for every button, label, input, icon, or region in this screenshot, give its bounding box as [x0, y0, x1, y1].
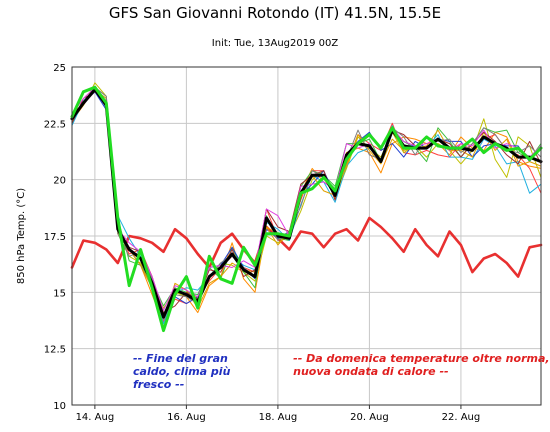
annotation-text: -- Da domenica temperature oltre norma, n… — [293, 352, 549, 378]
series-member-line — [71, 86, 542, 311]
y-axis-label: 850 hPa Temp. (°C) — [16, 188, 27, 284]
x-tick-label: 14. Aug — [76, 412, 115, 423]
y-tick-label: 25 — [53, 63, 66, 74]
y-tick-label: 12.5 — [44, 345, 66, 356]
series-member-line — [71, 89, 542, 325]
x-tick-label: 20. Aug — [350, 412, 389, 423]
series-member-line — [71, 91, 542, 323]
chart-subtitle: Init: Tue, 13Aug2019 00Z — [212, 38, 339, 49]
x-ticks: 14. Aug 16. Aug 18. Aug 20. Aug 22. Aug — [76, 405, 481, 423]
x-tick-label: 18. Aug — [259, 412, 298, 423]
x-tick-label: 22. Aug — [442, 412, 481, 423]
y-ticks: 10 12.5 15 17.5 20 22.5 25 — [44, 63, 66, 412]
y-tick-label: 15 — [53, 288, 66, 299]
series-group — [70, 82, 543, 333]
series-member-line — [71, 91, 542, 318]
y-tick-label: 17.5 — [44, 232, 66, 243]
series-member-line — [71, 89, 542, 307]
x-tick-label: 16. Aug — [167, 412, 206, 423]
plot-frame — [71, 66, 542, 406]
y-tick-label: 10 — [53, 401, 66, 412]
annotation-text: -- Fine del gran caldo, clima più fresco -… — [133, 352, 231, 391]
annotations: -- Fine del gran caldo, clima più fresco -… — [133, 352, 550, 391]
series-member-line — [71, 82, 542, 309]
y-tick-label: 20 — [53, 176, 66, 187]
series-climate-line — [70, 216, 543, 278]
series-member-line — [71, 86, 542, 325]
series-member-line — [71, 91, 542, 314]
chart-title: GFS San Giovanni Rotondo (IT) 41.5N, 15.… — [109, 4, 441, 22]
series-control-line — [70, 85, 543, 333]
series-member-line — [71, 89, 542, 320]
series-member-line — [71, 86, 542, 320]
y-tick-label: 22.5 — [44, 119, 66, 130]
